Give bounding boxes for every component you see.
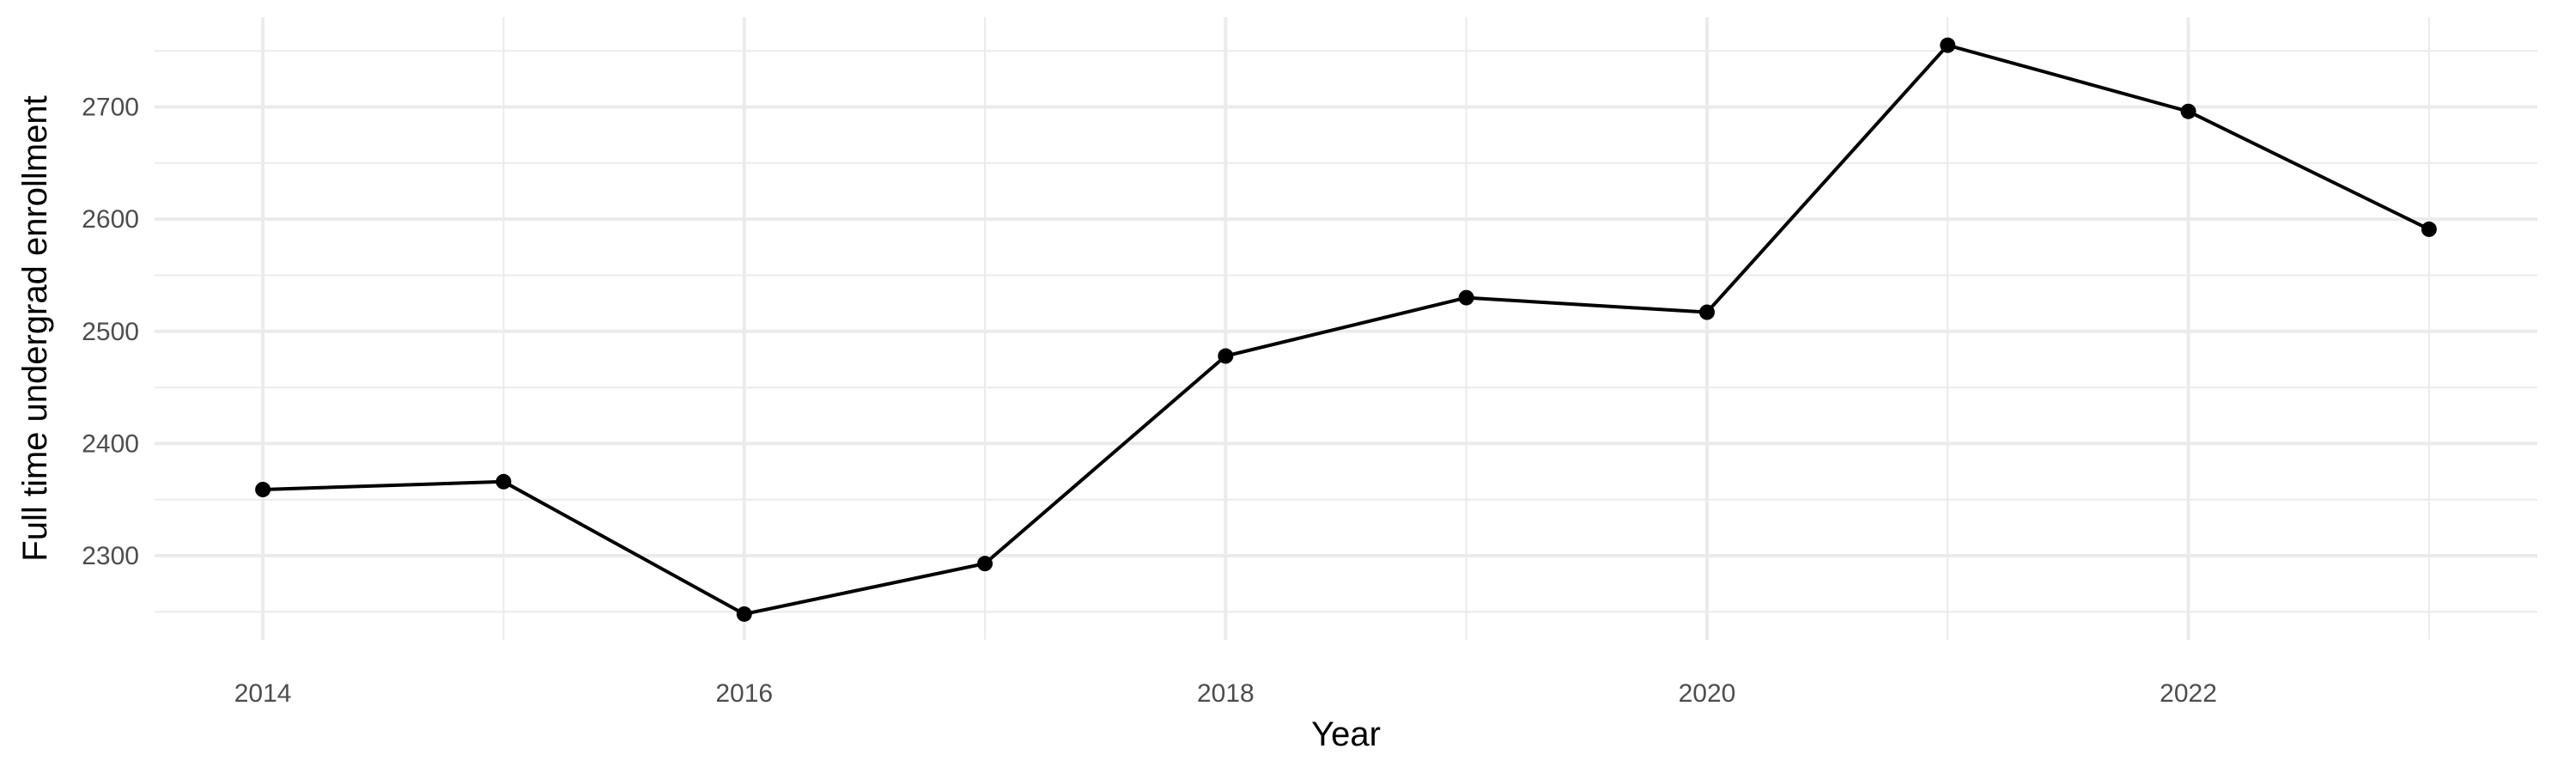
y-axis-tick-labels: 2300 2400 2500 2600 2700 xyxy=(82,94,139,571)
x-tick-label: 2022 xyxy=(2160,679,2217,708)
y-tick-label: 2700 xyxy=(82,94,139,122)
data-point xyxy=(977,556,993,572)
data-point xyxy=(1940,37,1956,53)
y-tick-label: 2400 xyxy=(82,429,139,458)
x-tick-label: 2020 xyxy=(1679,679,1736,708)
data-point xyxy=(255,481,271,497)
x-tick-label: 2018 xyxy=(1197,679,1255,708)
x-axis-tick-labels: 2014 2016 2018 2020 2022 xyxy=(234,679,2217,708)
x-axis-title: Year xyxy=(1311,715,1381,753)
data-point xyxy=(1218,348,1234,364)
data-point xyxy=(1458,289,1474,306)
data-point xyxy=(2180,103,2196,119)
series-line xyxy=(263,43,2430,616)
minor-gridlines xyxy=(155,17,2537,640)
data-point xyxy=(1698,304,1715,320)
y-axis-title: Full time undergrad enrollment xyxy=(16,95,54,561)
data-point xyxy=(495,473,512,490)
major-gridlines xyxy=(155,17,2537,640)
data-point xyxy=(736,606,752,622)
series-lines xyxy=(263,43,2430,616)
y-tick-label: 2600 xyxy=(82,205,139,234)
x-tick-label: 2016 xyxy=(715,679,773,708)
series-points xyxy=(255,37,2437,622)
x-tick-label: 2014 xyxy=(234,679,292,708)
y-tick-label: 2300 xyxy=(82,542,139,570)
data-point xyxy=(2421,221,2437,237)
y-tick-label: 2500 xyxy=(82,318,139,346)
